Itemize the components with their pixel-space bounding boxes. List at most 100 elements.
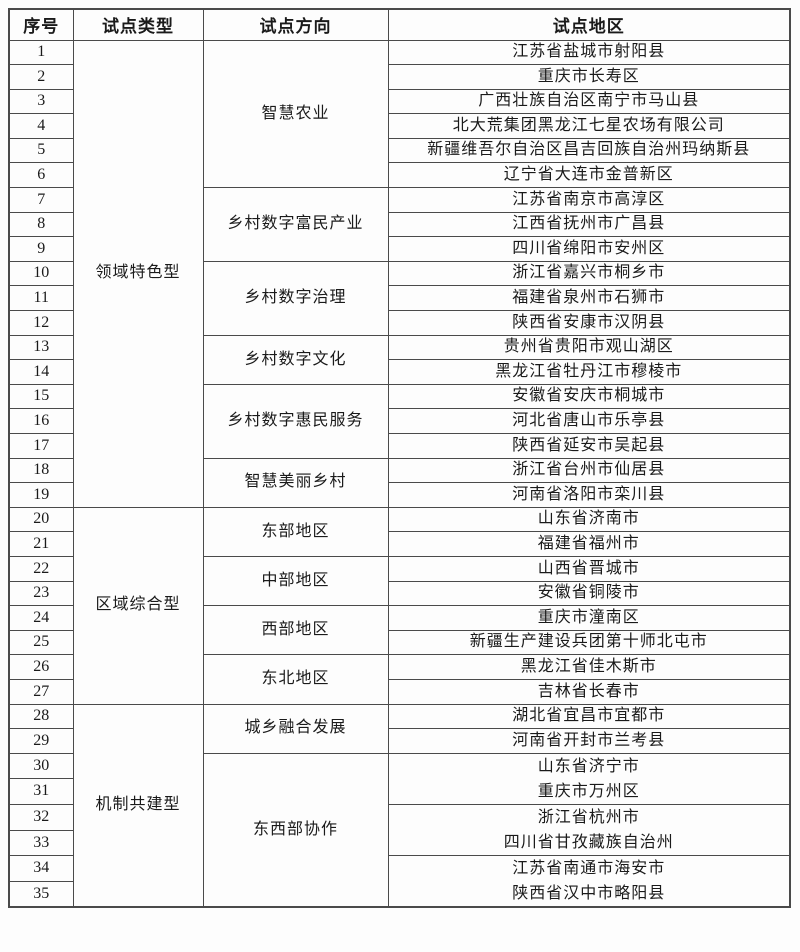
table-row: 25 新疆生产建设兵团第十师北屯市 bbox=[8, 629, 791, 656]
region-cell: 山东省济宁市 重庆市万州区 bbox=[387, 752, 791, 805]
serial-cell: 29 bbox=[8, 728, 74, 754]
serial-cell: 14 bbox=[8, 359, 74, 385]
serial-cell: 32 bbox=[8, 803, 74, 831]
table-row: 13 乡村数字文化 贵州省贵阳市观山湖区 bbox=[8, 334, 791, 385]
serial-cell: 18 bbox=[8, 457, 74, 484]
region-cell: 江西省抚州市广昌县 bbox=[387, 211, 791, 238]
serial-cell: 10 bbox=[8, 260, 74, 287]
serial-cell: 2 bbox=[8, 64, 74, 90]
type-cell: 区域综合型 bbox=[72, 506, 204, 705]
header-type: 试点类型 bbox=[72, 8, 204, 41]
direction-cell: 东西部协作 bbox=[202, 752, 389, 908]
region-cell: 安徽省安庆市桐城市 bbox=[387, 383, 791, 410]
table-row: 20 区域综合型 东部地区 山东省济南市 bbox=[8, 506, 791, 705]
region-cell: 山西省晋城市 bbox=[387, 555, 791, 582]
direction-cell: 东北地区 bbox=[202, 654, 389, 705]
region-cell: 贵州省贵阳市观山湖区 bbox=[387, 334, 791, 361]
region-cell: 浙江省嘉兴市桐乡市 bbox=[387, 260, 791, 287]
region-cell: 吉林省长春市 bbox=[387, 678, 791, 705]
direction-cell: 乡村数字富民产业 bbox=[202, 187, 389, 262]
table-row: 11 福建省泉州市石狮市 bbox=[8, 285, 791, 312]
direction-cell: 乡村数字文化 bbox=[202, 334, 389, 385]
region-line: 重庆市万州区 bbox=[537, 782, 640, 800]
serial-cell: 20 bbox=[8, 506, 74, 533]
serial-cell: 6 bbox=[8, 162, 74, 189]
serial-cell: 5 bbox=[8, 137, 74, 164]
region-line: 陕西省汉中市略阳县 bbox=[512, 885, 666, 903]
table-row: 24 西部地区 重庆市潼南区 bbox=[8, 605, 791, 656]
serial-cell: 21 bbox=[8, 531, 74, 557]
header-region: 试点地区 bbox=[387, 8, 791, 41]
region-cell: 陕西省延安市吴起县 bbox=[387, 433, 791, 459]
serial-cell: 28 bbox=[8, 703, 74, 730]
table-row: 18 智慧美丽乡村 浙江省台州市仙居县 bbox=[8, 457, 791, 508]
table-row: 7 乡村数字富民产业 江苏省南京市高淳区 bbox=[8, 187, 791, 262]
serial-cell: 13 bbox=[8, 334, 74, 361]
table-row: 15 乡村数字惠民服务 安徽省安庆市桐城市 bbox=[8, 383, 791, 459]
region-cell: 福建省泉州市石狮市 bbox=[387, 285, 791, 312]
serial-cell: 27 bbox=[8, 678, 74, 705]
table-row: 6 辽宁省大连市金普新区 bbox=[8, 162, 791, 189]
serial-cell: 16 bbox=[8, 408, 74, 434]
serial-cell: 7 bbox=[8, 187, 74, 213]
region-line: 浙江省杭州市 bbox=[537, 808, 640, 826]
serial-cell: 12 bbox=[8, 310, 74, 336]
direction-cell: 乡村数字惠民服务 bbox=[202, 383, 389, 459]
header-direction: 试点方向 bbox=[202, 8, 389, 41]
direction-cell: 东部地区 bbox=[202, 506, 389, 557]
serial-cell: 31 bbox=[8, 778, 74, 805]
region-cell: 江苏省南通市海安市 陕西省汉中市略阳县 bbox=[387, 855, 791, 908]
table-row: 17 陕西省延安市吴起县 bbox=[8, 433, 791, 459]
table-row: 1 领域特色型 智慧农业 江苏省盐城市射阳县 bbox=[8, 39, 791, 508]
table-row: 9 四川省绵阳市安州区 bbox=[8, 236, 791, 262]
serial-cell: 34 bbox=[8, 855, 74, 882]
table-row: 12 陕西省安康市汉阴县 bbox=[8, 310, 791, 336]
direction-cell: 智慧美丽乡村 bbox=[202, 457, 389, 508]
region-cell: 广西壮族自治区南宁市马山县 bbox=[387, 88, 791, 115]
serial-cell: 24 bbox=[8, 605, 74, 631]
header-serial: 序号 bbox=[8, 8, 74, 41]
direction-cell: 乡村数字治理 bbox=[202, 260, 389, 336]
document-page: 序号 试点类型 试点方向 试点地区 1 领域特色型 智慧农业 江苏省盐城市射阳县 2 重庆… bbox=[8, 8, 791, 909]
table-row: 10 乡村数字治理 浙江省嘉兴市桐乡市 bbox=[8, 260, 791, 336]
type-cell: 领域特色型 bbox=[72, 39, 204, 508]
direction-cell: 西部地区 bbox=[202, 605, 389, 656]
serial-cell: 35 bbox=[8, 880, 74, 908]
serial-cell: 1 bbox=[8, 39, 74, 66]
table-row: 28 机制共建型 城乡融合发展 湖北省宜昌市宜都市 bbox=[8, 703, 791, 908]
header-row: 序号 试点类型 试点方向 试点地区 bbox=[8, 8, 791, 41]
table-row: 4 北大荒集团黑龙江七星农场有限公司 bbox=[8, 113, 791, 139]
table-row: 5 新疆维吾尔自治区昌吉回族自治州玛纳斯县 bbox=[8, 137, 791, 164]
serial-cell: 26 bbox=[8, 654, 74, 680]
table-row: 32 浙江省杭州市四川省甘孜藏族自治州 bbox=[8, 803, 791, 857]
direction-cell: 智慧农业 bbox=[202, 39, 389, 189]
region-line: 四川省甘孜藏族自治州 bbox=[503, 834, 674, 851]
region-cell: 河南省洛阳市栾川县 bbox=[387, 482, 791, 508]
region-cell: 辽宁省大连市金普新区 bbox=[387, 162, 791, 189]
region-cell: 河北省唐山市乐亭县 bbox=[387, 408, 791, 434]
serial-cell: 4 bbox=[8, 113, 74, 139]
serial-cell: 8 bbox=[8, 211, 74, 238]
serial-cell: 19 bbox=[8, 482, 74, 508]
serial-cell: 23 bbox=[8, 580, 74, 607]
pilot-regions-table: 序号 试点类型 试点方向 试点地区 1 领域特色型 智慧农业 江苏省盐城市射阳县 2 重庆… bbox=[8, 8, 791, 909]
direction-cell: 城乡融合发展 bbox=[202, 703, 389, 754]
region-cell: 新疆维吾尔自治区昌吉回族自治州玛纳斯县 bbox=[387, 137, 791, 164]
region-cell: 湖北省宜昌市宜都市 bbox=[387, 703, 791, 730]
serial-cell: 17 bbox=[8, 433, 74, 459]
table-row: 34 江苏省南通市海安市 陕西省汉中市略阳县 bbox=[8, 855, 791, 908]
region-line: 江苏省南通市海安市 bbox=[512, 860, 666, 878]
serial-cell: 15 bbox=[8, 383, 74, 410]
region-cell: 黑龙江省佳木斯市 bbox=[387, 654, 791, 680]
type-cell: 机制共建型 bbox=[72, 703, 204, 908]
table-row: 27 吉林省长春市 bbox=[8, 678, 791, 705]
region-cell: 重庆市长寿区 bbox=[387, 64, 791, 90]
table-row: 3 广西壮族自治区南宁市马山县 bbox=[8, 88, 791, 115]
region-cell: 黑龙江省牡丹江市穆棱市 bbox=[387, 359, 791, 385]
table-body: 1 领域特色型 智慧农业 江苏省盐城市射阳县 2 重庆市长寿区 3 广西壮族自治区南宁市马山县… bbox=[8, 39, 791, 908]
table-row: 16 河北省唐山市乐亭县 bbox=[8, 408, 791, 434]
serial-cell: 33 bbox=[8, 829, 74, 857]
table-row: 19 河南省洛阳市栾川县 bbox=[8, 482, 791, 508]
region-cell: 陕西省安康市汉阴县 bbox=[387, 310, 791, 336]
table-row: 26 东北地区 黑龙江省佳木斯市 bbox=[8, 654, 791, 705]
